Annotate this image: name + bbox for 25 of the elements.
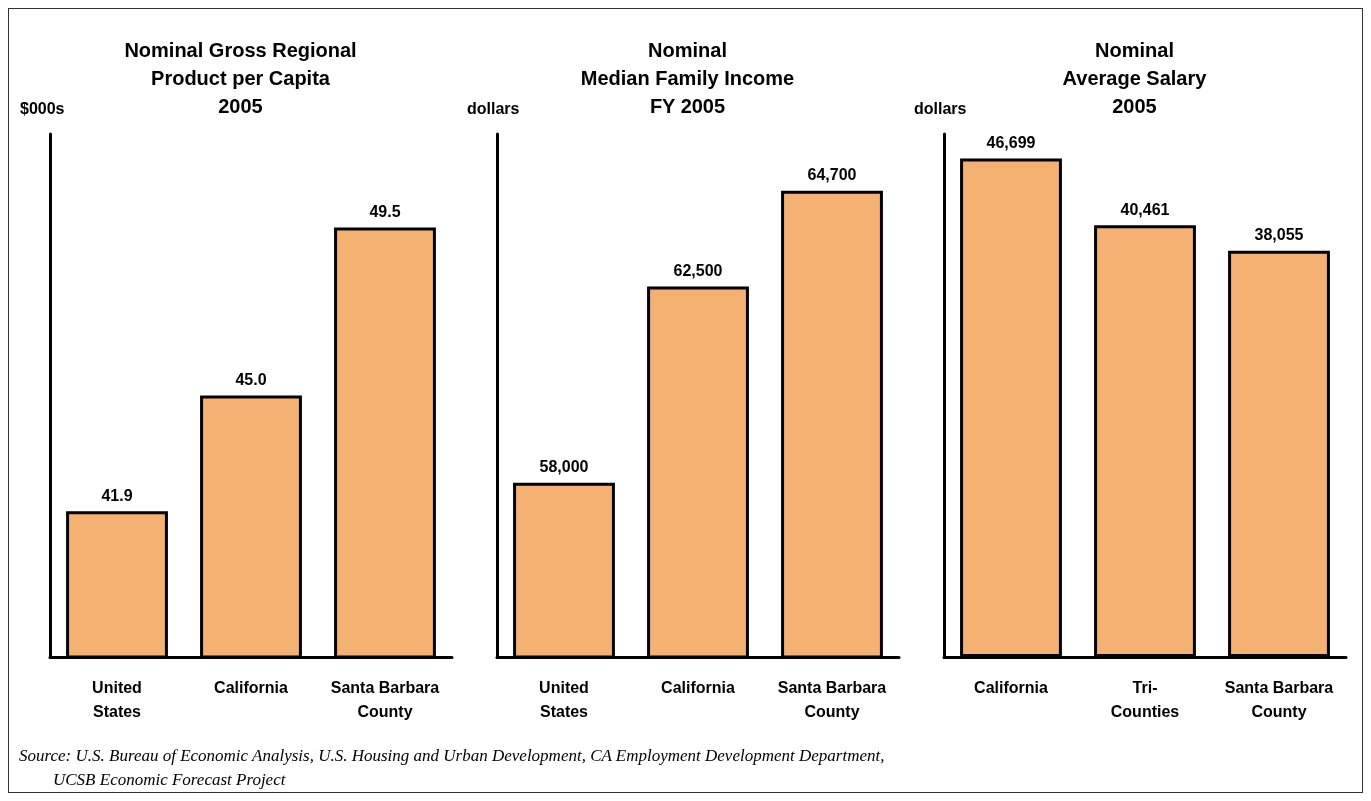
- x-tick-label: Santa Barbara County: [330, 678, 440, 720]
- x-tick-label: California: [214, 678, 288, 696]
- data-label: 58,000: [539, 458, 589, 476]
- data-label: 41.9: [101, 486, 133, 504]
- chart-title: Nominal Average Salary 2005: [1062, 39, 1208, 117]
- x-tick-label: Santa Barbara County: [777, 678, 887, 720]
- y-axis-title: dollars: [914, 99, 967, 117]
- source-note: Source: U.S. Bureau of Economic Analysis, U.S. Housing and Urban Development, CA Employment Development Department, UCSB Economic Forecast Project: [19, 745, 885, 791]
- data-label: 38,055: [1254, 226, 1304, 244]
- y-axis-title: dollars: [467, 99, 520, 117]
- x-tick-label: Tri-Counties: [1110, 678, 1180, 720]
- x-tick-label: California: [974, 678, 1048, 696]
- data-label: 46,699: [986, 134, 1036, 152]
- data-label: 45.0: [235, 371, 267, 388]
- data-label: 64,700: [807, 166, 857, 184]
- x-tick-label: Santa Barbara County: [1224, 678, 1334, 720]
- x-tick-label: United States: [539, 678, 589, 720]
- y-axis-title: $000s: [20, 99, 65, 117]
- data-label: 62,500: [673, 262, 723, 280]
- chart-title: Nominal Median Family Income FY 2005: [580, 39, 795, 117]
- x-tick-label: United States: [92, 678, 142, 720]
- x-tick-label: California: [661, 678, 735, 696]
- data-label: 49.5: [369, 202, 401, 220]
- chart-title: Nominal Gross Regional Product per Capita 2005: [124, 39, 357, 117]
- data-label: 40,461: [1120, 200, 1170, 218]
